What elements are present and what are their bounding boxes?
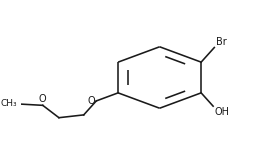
Text: OH: OH	[214, 107, 229, 117]
Text: O: O	[88, 96, 96, 106]
Text: O: O	[38, 94, 46, 104]
Text: Br: Br	[216, 37, 226, 47]
Text: CH₃: CH₃	[0, 100, 17, 108]
